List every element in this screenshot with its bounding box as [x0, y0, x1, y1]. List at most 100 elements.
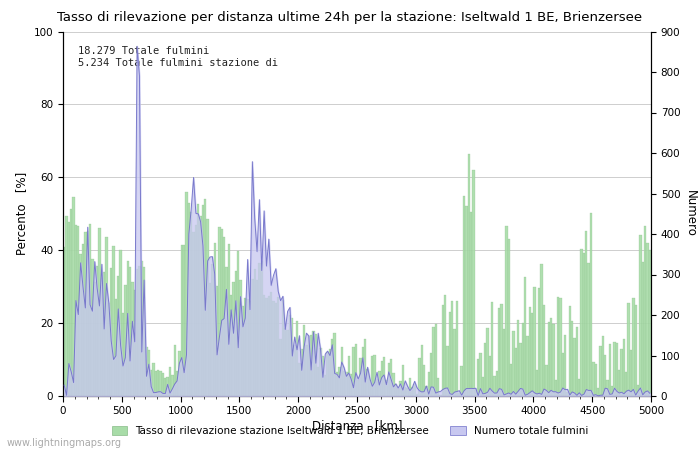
- Bar: [440, 395, 442, 396]
- Legend: Tasso di rilevazione stazione Iseltwald 1 BE, Brienzersee, Numero totale fulmini: Tasso di rilevazione stazione Iseltwald …: [107, 422, 593, 440]
- Bar: [630, 350, 632, 396]
- Bar: [583, 253, 585, 396]
- Bar: [199, 216, 202, 396]
- Bar: [606, 380, 609, 396]
- Bar: [423, 365, 425, 396]
- Bar: [524, 277, 526, 396]
- Bar: [399, 381, 402, 396]
- Bar: [157, 369, 160, 396]
- Bar: [169, 367, 172, 396]
- Bar: [573, 338, 575, 396]
- Bar: [451, 302, 454, 396]
- Bar: [284, 328, 286, 396]
- Bar: [225, 267, 228, 396]
- Bar: [639, 235, 642, 396]
- Bar: [274, 303, 277, 396]
- Bar: [176, 371, 178, 396]
- Bar: [559, 298, 561, 396]
- Bar: [246, 299, 248, 396]
- Bar: [604, 355, 606, 396]
- Bar: [216, 286, 218, 396]
- Bar: [578, 379, 580, 396]
- Bar: [376, 378, 378, 396]
- Bar: [244, 298, 246, 396]
- Bar: [564, 335, 566, 396]
- Bar: [237, 251, 239, 396]
- Text: 18.279 Totale fulmini
5.234 Totale fulmini stazione di: 18.279 Totale fulmini 5.234 Totale fulmi…: [78, 46, 278, 68]
- Bar: [414, 384, 416, 396]
- Bar: [468, 154, 470, 396]
- Bar: [369, 379, 371, 396]
- Bar: [646, 243, 649, 396]
- Bar: [433, 328, 435, 396]
- Bar: [214, 243, 216, 396]
- Bar: [449, 312, 451, 396]
- Bar: [296, 321, 298, 396]
- Bar: [352, 347, 355, 396]
- Bar: [340, 346, 343, 396]
- Bar: [430, 353, 433, 396]
- Bar: [312, 331, 315, 396]
- Bar: [561, 353, 564, 396]
- Bar: [644, 226, 646, 396]
- Bar: [326, 352, 329, 396]
- Bar: [115, 299, 117, 396]
- Bar: [519, 342, 522, 396]
- Bar: [136, 269, 139, 396]
- Bar: [540, 264, 542, 396]
- Bar: [113, 246, 115, 396]
- Bar: [627, 303, 630, 396]
- Bar: [528, 307, 531, 396]
- Bar: [381, 361, 383, 396]
- Bar: [195, 225, 197, 396]
- Bar: [101, 279, 103, 396]
- Bar: [322, 356, 324, 396]
- Bar: [404, 387, 407, 396]
- Bar: [594, 364, 597, 396]
- Bar: [122, 313, 124, 396]
- Bar: [146, 347, 148, 396]
- Bar: [350, 374, 352, 396]
- Bar: [547, 323, 550, 396]
- Bar: [566, 392, 568, 396]
- Bar: [338, 367, 340, 396]
- Bar: [496, 371, 498, 396]
- Bar: [550, 318, 552, 396]
- Bar: [218, 228, 220, 396]
- Bar: [575, 327, 578, 396]
- Bar: [96, 266, 98, 396]
- Bar: [526, 336, 528, 396]
- Bar: [110, 268, 113, 396]
- Bar: [94, 282, 96, 396]
- Bar: [538, 288, 540, 396]
- Bar: [232, 282, 234, 396]
- Bar: [127, 261, 129, 396]
- Bar: [317, 367, 319, 396]
- Bar: [204, 199, 206, 396]
- Bar: [172, 374, 174, 396]
- Bar: [571, 321, 573, 396]
- Bar: [228, 243, 230, 396]
- Bar: [466, 206, 468, 396]
- Bar: [536, 370, 538, 396]
- Bar: [392, 373, 395, 396]
- Bar: [597, 388, 599, 396]
- Bar: [461, 366, 463, 396]
- Bar: [164, 378, 167, 396]
- Bar: [124, 285, 127, 396]
- Bar: [609, 344, 611, 396]
- Bar: [131, 282, 134, 396]
- Bar: [613, 342, 616, 396]
- Bar: [618, 369, 620, 396]
- Bar: [190, 212, 193, 396]
- Bar: [482, 378, 484, 396]
- Bar: [611, 387, 613, 396]
- Bar: [77, 226, 80, 396]
- Bar: [545, 364, 547, 396]
- Bar: [411, 387, 414, 396]
- Bar: [568, 306, 571, 396]
- Bar: [267, 297, 270, 396]
- Bar: [491, 302, 494, 396]
- Bar: [265, 298, 267, 396]
- Bar: [319, 348, 322, 396]
